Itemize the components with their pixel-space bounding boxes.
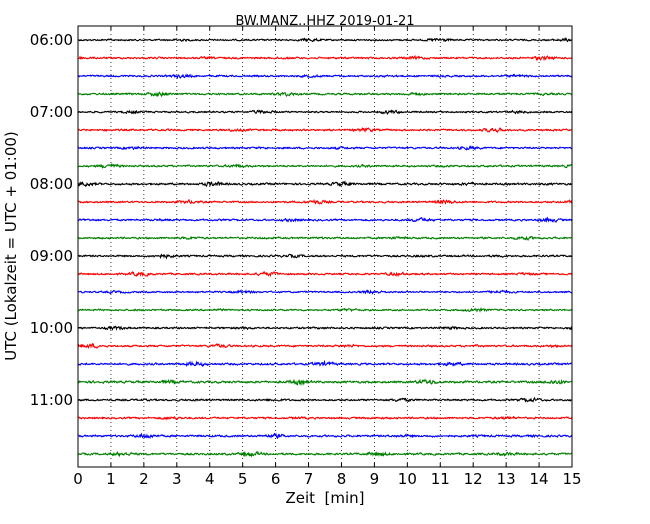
trace-line — [77, 54, 573, 62]
trace-line — [77, 450, 573, 458]
trace-line — [77, 253, 573, 260]
trace-line — [77, 127, 573, 133]
trace-line — [77, 415, 573, 421]
trace-line — [77, 216, 573, 223]
trace-line — [77, 145, 573, 151]
trace-line — [77, 306, 573, 313]
y-tick-label: 11:00 — [30, 391, 73, 409]
trace-line — [77, 73, 573, 80]
x-tick-label: 2 — [139, 470, 149, 488]
x-tick-label: 10 — [398, 470, 417, 488]
vertical-grid — [110, 26, 540, 467]
x-tick-label: 6 — [271, 470, 281, 488]
y-axis-ticks: 06:00 07:00 08:00 09:00 10:00 11:00 — [30, 31, 572, 409]
x-tick-label: 9 — [370, 470, 380, 488]
trace-line — [77, 342, 573, 349]
trace-line — [77, 109, 573, 116]
x-tick-label: 4 — [205, 470, 215, 488]
chart-title: BW.MANZ..HHZ 2019-01-21 — [235, 14, 414, 29]
trace-line — [77, 91, 573, 98]
x-tick-label: 0 — [73, 470, 83, 488]
plot-frame — [77, 25, 573, 468]
x-tick-label: 13 — [497, 470, 516, 488]
x-tick-label: 12 — [464, 470, 483, 488]
x-tick-label: 3 — [172, 470, 182, 488]
x-tick-label: 5 — [238, 470, 248, 488]
trace-line — [77, 270, 572, 278]
y-axis-label: UTC (Lokalzeit = UTC + 01:00) — [2, 131, 20, 361]
trace-line — [77, 162, 573, 169]
trace-line — [77, 359, 573, 368]
trace-line — [77, 325, 573, 331]
y-tick-label: 06:00 — [30, 31, 73, 49]
x-tick-label: 7 — [304, 470, 314, 488]
trace-line — [77, 198, 573, 205]
x-tick-label: 15 — [562, 470, 581, 488]
x-axis-ticks: 0 1 2 3 4 5 6 7 8 9 10 11 12 13 14 15 — [73, 26, 582, 488]
y-tick-label: 10:00 — [30, 319, 73, 337]
trace-line — [77, 396, 573, 403]
x-tick-label: 14 — [530, 470, 549, 488]
trace-line — [77, 235, 573, 241]
trace-line — [77, 432, 573, 440]
x-tick-label: 1 — [106, 470, 116, 488]
y-tick-label: 09:00 — [30, 247, 73, 265]
y-tick-label: 08:00 — [30, 175, 73, 193]
trace-line — [77, 180, 573, 188]
x-axis-label: Zeit [min] — [285, 489, 364, 507]
traces-group — [77, 37, 573, 458]
x-tick-label: 8 — [337, 470, 347, 488]
trace-line — [77, 289, 573, 295]
trace-line — [77, 37, 573, 43]
y-tick-label: 07:00 — [30, 103, 73, 121]
trace-line — [77, 378, 573, 387]
x-tick-label: 11 — [431, 470, 450, 488]
